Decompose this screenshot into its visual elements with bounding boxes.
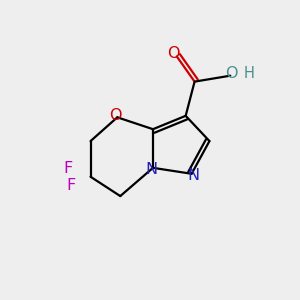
Text: O: O — [110, 108, 122, 123]
Text: O: O — [226, 66, 238, 81]
Text: F: F — [67, 178, 76, 193]
Text: N: N — [146, 162, 158, 177]
Text: N: N — [187, 168, 199, 183]
Text: O: O — [167, 46, 179, 61]
Text: F: F — [64, 161, 73, 176]
Text: H: H — [243, 66, 254, 81]
